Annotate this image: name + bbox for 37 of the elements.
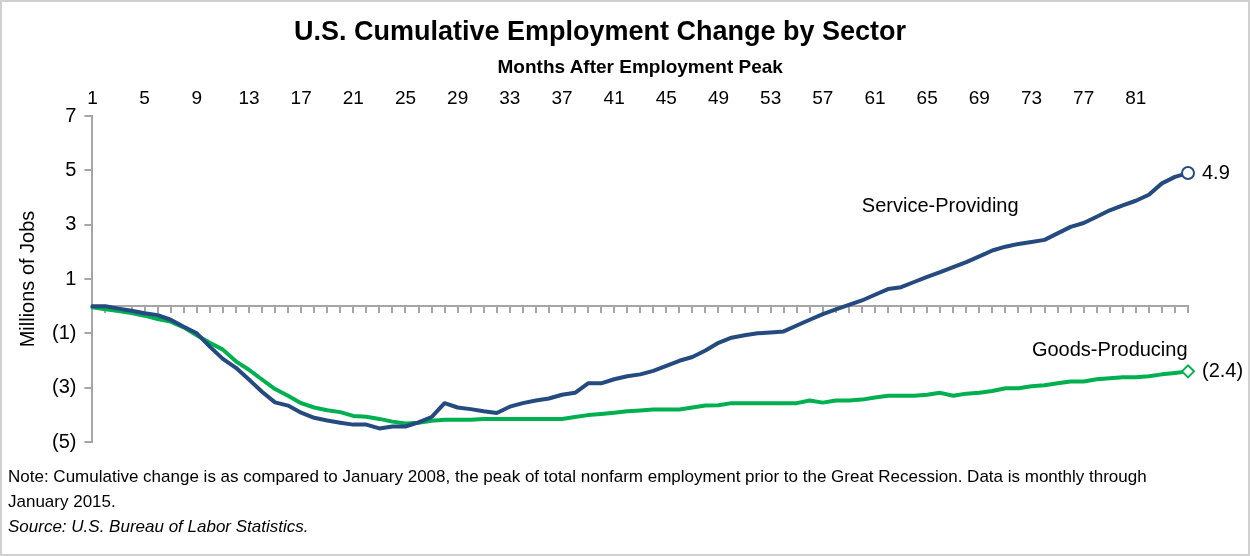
x-tick-label: 53 <box>760 86 782 108</box>
chart-title: U.S. Cumulative Employment Change by Sector <box>293 15 907 46</box>
x-axis-title: Months After Employment Peak <box>497 56 784 78</box>
y-tick-label: (1) <box>51 320 77 343</box>
x-tick-label: 41 <box>603 86 625 108</box>
y-tick-label: 3 <box>65 212 77 235</box>
x-tick-label: 9 <box>191 86 203 108</box>
source-note: Source: U.S. Bureau of Labor Statistics. <box>8 516 310 538</box>
y-tick-label: (5) <box>51 429 77 452</box>
x-tick-label: 65 <box>916 86 938 108</box>
data-label: 4.9 <box>1202 160 1230 183</box>
y-axis-title: Millions of Jobs <box>15 210 38 348</box>
x-tick-label: 25 <box>394 86 417 108</box>
x-tick-label: 81 <box>1125 86 1147 108</box>
x-tick-label: 69 <box>968 86 990 108</box>
y-tick-label: 7 <box>65 103 77 126</box>
x-tick-label: 37 <box>551 86 573 108</box>
x-tick-label: 49 <box>707 86 730 108</box>
x-tick-label: 1 <box>87 86 98 108</box>
series-label: Service-Providing <box>861 193 1019 216</box>
y-tick-label: 1 <box>65 266 77 289</box>
text: Note: Cumulative change is as compared to January 2008, the peak of total nonfarm employment prior to the Great Recession. Data is monthly through January 2015. <box>8 466 1148 513</box>
x-tick-label: 73 <box>1020 86 1043 108</box>
x-tick-label: 33 <box>499 86 521 108</box>
x-tick-label: 61 <box>864 86 886 108</box>
y-tick-label: (3) <box>51 375 77 398</box>
series-label: Goods-Producing <box>1031 337 1188 360</box>
x-tick-label: 5 <box>139 86 150 108</box>
x-tick-label: 17 <box>290 86 312 108</box>
y-tick-label: 5 <box>65 157 77 180</box>
x-tick-label: 77 <box>1073 86 1095 108</box>
x-tick-label: 57 <box>812 86 834 108</box>
x-tick-label: 21 <box>342 86 364 108</box>
x-tick-label: 29 <box>447 86 469 108</box>
x-tick-label: 13 <box>238 86 260 108</box>
data-label: (2.4) <box>1202 358 1244 381</box>
x-tick-label: 45 <box>655 86 677 108</box>
